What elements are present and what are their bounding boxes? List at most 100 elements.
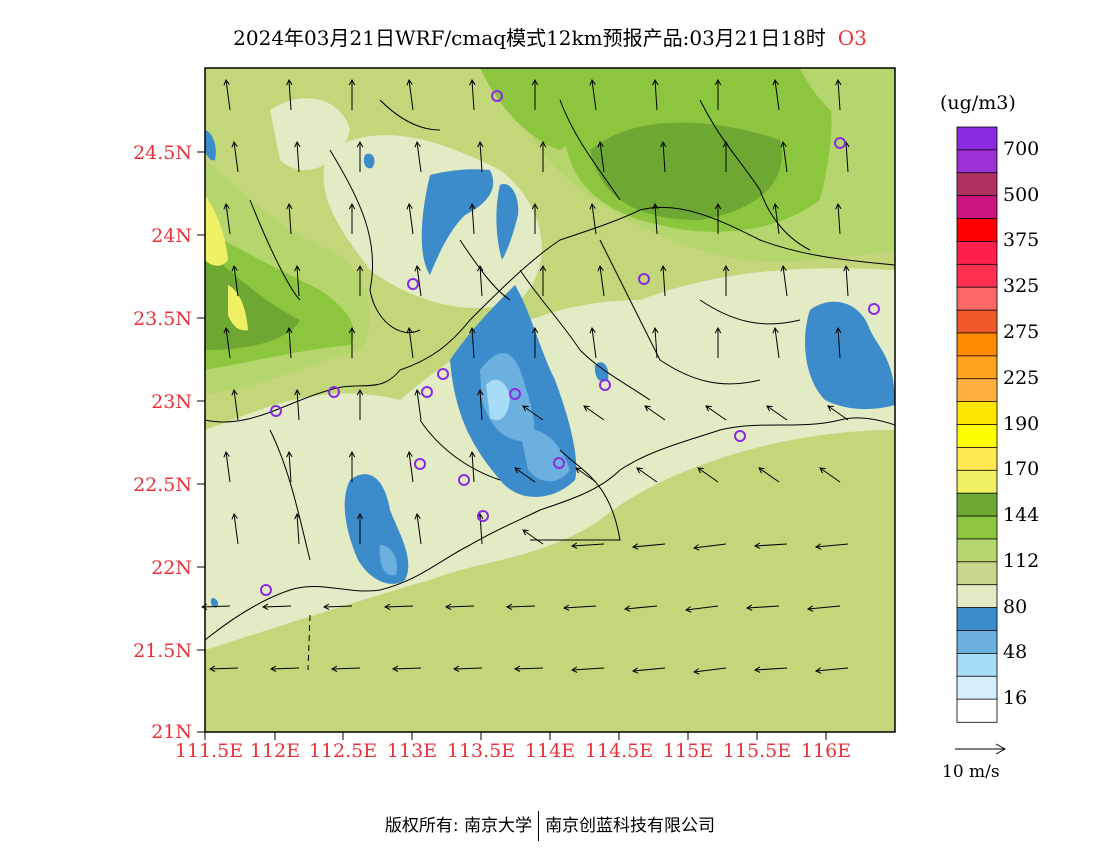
wind-arrow [772, 78, 780, 111]
wind-arrow [522, 529, 544, 545]
legend-swatch [956, 675, 998, 700]
lat-label-21: 21N [151, 721, 192, 743]
legend-label: 80 [1003, 595, 1028, 618]
legend-swatch [956, 332, 998, 357]
legend-label: 16 [1003, 687, 1028, 710]
wind-arrow [753, 542, 788, 549]
legend-label: 325 [1003, 275, 1040, 298]
wind-arrow [356, 140, 364, 172]
wind-arrow [406, 78, 414, 111]
wind-arrow [294, 512, 301, 545]
wind-arrow [444, 603, 475, 611]
wind-arrow [692, 667, 727, 675]
wind-reference-label: 10 m/s [942, 762, 1000, 782]
wind-arrow [745, 604, 780, 611]
wind-arrow [705, 405, 727, 421]
wind-arrow [406, 326, 414, 359]
legend-label: 48 [1003, 641, 1028, 664]
wind-arrow [261, 603, 292, 611]
legend-swatch [956, 515, 998, 540]
wind-arrow [286, 450, 293, 483]
legend-swatch [956, 378, 998, 403]
legend-swatch [956, 195, 998, 220]
wind-arrow [835, 202, 842, 235]
wind-arrow [780, 140, 788, 173]
wind-arrow [223, 202, 231, 235]
wind-arrow [322, 603, 353, 611]
wind-arrow [766, 405, 788, 421]
legend-label: 375 [1003, 229, 1040, 252]
title-main: 2024年03月21日WRF/cmaq模式12km预报产品:03月21日18时 [233, 26, 826, 50]
footer-left: 版权所有: 南京大学 [384, 816, 533, 836]
legend-swatch [956, 149, 998, 174]
lon-label-115: 115E [662, 740, 714, 762]
wind-arrow [835, 326, 842, 359]
legend-swatch [956, 469, 998, 494]
wind-arrow [356, 264, 364, 296]
wind-arrow [514, 467, 536, 483]
wind-arrow [652, 326, 659, 359]
wind-arrow [469, 326, 476, 359]
wind-arrow [406, 450, 414, 483]
wind-arrow [589, 326, 597, 359]
wind-arrow [531, 202, 539, 234]
wind-arrow [477, 140, 484, 173]
wind-arrow [570, 542, 605, 549]
wind-arrow [753, 666, 788, 673]
wind-arrow [231, 388, 239, 421]
wind-arrow [208, 665, 239, 673]
lon-label-111-5: 111.5E [174, 740, 244, 762]
wind-arrow [231, 512, 239, 545]
title-species: O3 [837, 26, 867, 50]
wind-arrow [814, 667, 849, 674]
legend-label: 170 [1003, 458, 1040, 481]
legend-label: 275 [1003, 320, 1040, 343]
footer-divider [538, 811, 540, 841]
wind-arrow [231, 140, 239, 173]
wind-arrow [348, 450, 356, 482]
wind-arrow [660, 264, 667, 297]
wind-arrow [631, 667, 666, 674]
legend-label: 500 [1003, 183, 1040, 206]
wind-arrow [772, 202, 780, 235]
wind-arrow [348, 202, 356, 234]
wind-arrow [843, 264, 850, 297]
legend-swatch [956, 355, 998, 380]
wind-arrow [513, 665, 544, 673]
wind-arrow [539, 264, 547, 296]
wind-arrow [697, 467, 719, 483]
wind-arrow [294, 264, 301, 297]
wind-arrow [414, 140, 422, 173]
wind-arrow [348, 326, 356, 358]
wind-arrow [294, 140, 301, 173]
lon-label-112: 112E [249, 740, 301, 762]
wind-arrow [452, 665, 483, 673]
footer: 版权所有: 南京大学 南京创蓝科技有限公司 [0, 811, 1100, 841]
wind-arrow [286, 326, 293, 359]
wind-arrow [469, 202, 476, 235]
wind-arrow [223, 450, 231, 483]
lat-label-24-5: 24.5N [133, 142, 192, 164]
wind-arrow [684, 605, 719, 613]
legend-label: 190 [1003, 412, 1040, 435]
wind-arrow [223, 326, 231, 359]
wind-arrow [714, 78, 722, 110]
wind-arrow [406, 202, 414, 235]
wind-arrow [814, 543, 849, 550]
wind-arrow [269, 665, 300, 673]
wind-arrow [469, 450, 476, 483]
lat-label-23: 23N [151, 391, 192, 413]
wind-arrow [631, 543, 666, 550]
legend-swatch [956, 630, 998, 655]
wind-arrow [692, 543, 727, 551]
legend-swatch [956, 492, 998, 517]
legend-swatch [956, 698, 998, 723]
wind-arrow [286, 78, 293, 111]
footer-right: 南京创蓝科技有限公司 [545, 816, 716, 836]
lat-label-23-5: 23.5N [133, 308, 192, 330]
lat-label-22-5: 22.5N [133, 474, 192, 496]
wind-arrow [714, 326, 722, 358]
legend-swatch [956, 401, 998, 426]
legend-swatch [956, 241, 998, 265]
